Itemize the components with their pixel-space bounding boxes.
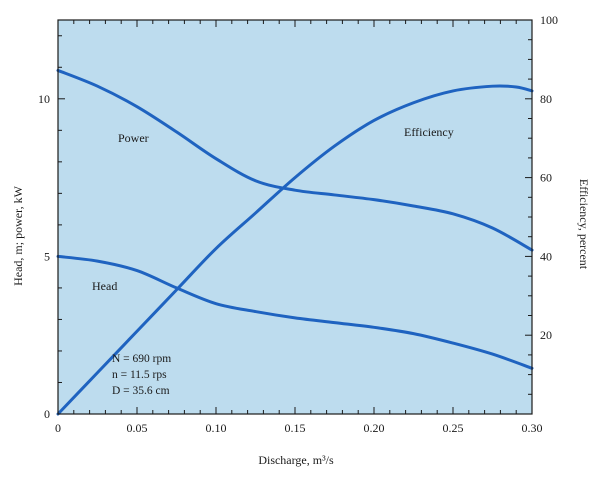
- efficiency-curve: [56, 84, 534, 416]
- y-right-tick-label: 20: [540, 328, 552, 342]
- x-tick-label: 0.30: [522, 421, 543, 435]
- y-left-tick-label: 10: [38, 92, 50, 106]
- speed-rps-annotation: n = 11.5 rps: [112, 369, 167, 381]
- power-curve-label: Power: [118, 131, 149, 145]
- x-tick-label: 0.15: [285, 421, 306, 435]
- efficiency-curve-label: Efficiency: [404, 125, 454, 139]
- power-curve: [56, 68, 534, 252]
- x-tick-label: 0.10: [206, 421, 227, 435]
- tick-labels: 0 0.05 0.10 0.15 0.20 0.25 0.30 0 5 10 20 40 60 80 100: [38, 13, 558, 435]
- y-right-axis-title: Efficiency, percent: [577, 179, 591, 270]
- y-right-tick-label: 60: [540, 171, 552, 185]
- y-right-tick-label: 80: [540, 92, 552, 106]
- y-right-tick-label: 40: [540, 249, 552, 263]
- x-axis-title: Discharge, m³/s: [258, 453, 334, 467]
- x-tick-label: 0: [55, 421, 61, 435]
- y-left-tick-label: 5: [44, 249, 50, 263]
- x-tick-label: 0.20: [364, 421, 385, 435]
- curves: [56, 68, 534, 416]
- head-curve-label: Head: [92, 279, 117, 293]
- plot-area: [58, 20, 532, 414]
- diameter-annotation: D = 35.6 cm: [112, 385, 170, 397]
- y-left-tick-label: 0: [44, 407, 50, 421]
- plot-frame: [57, 19, 533, 415]
- y-left-axis-title: Head, m; power, kW: [11, 185, 25, 285]
- y-right-tick-label: 100: [540, 13, 558, 27]
- speed-rpm-annotation: N = 690 rpm: [112, 353, 171, 365]
- x-tick-label: 0.05: [127, 421, 148, 435]
- head-curve: [56, 254, 534, 370]
- x-tick-label: 0.25: [443, 421, 464, 435]
- tick-marks: [57, 19, 533, 415]
